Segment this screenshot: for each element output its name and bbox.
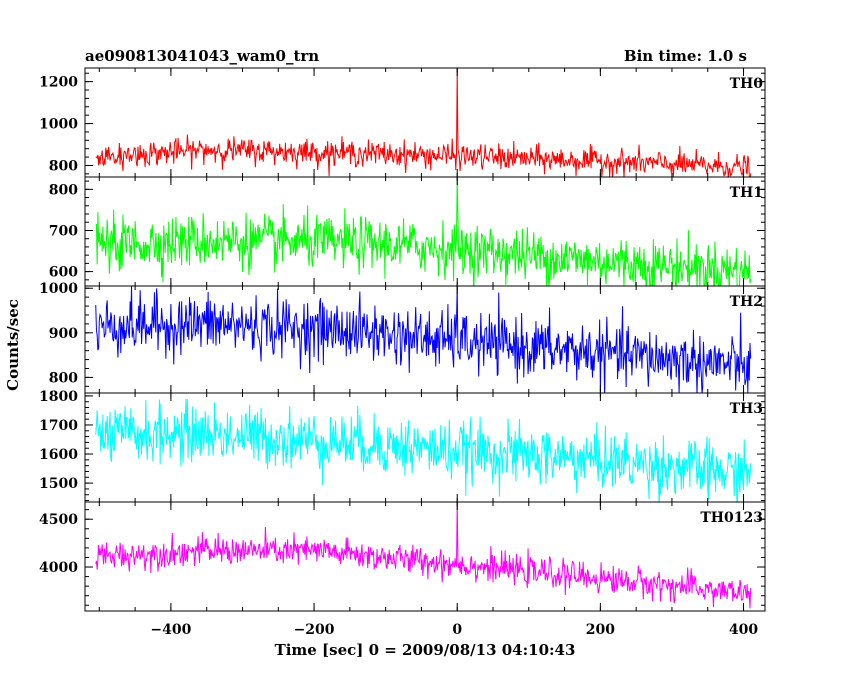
series-line-th0 (95, 68, 752, 177)
panel-frame (84, 501, 766, 612)
x-axis: −400 −200 0 200 400 (150, 622, 758, 638)
x-axis-label: Time [sec] 0 = 2009/08/13 04:10:43 (275, 641, 576, 659)
y-tick-label: 4000 (39, 560, 78, 576)
y-axis-label: Counts/sec (4, 299, 22, 391)
y-tick-label: 1600 (39, 447, 78, 463)
y-tick-label: 800 (49, 182, 78, 198)
y-tick-label: 900 (49, 326, 78, 342)
panel-th0: 800 1000 1200 TH0 (39, 67, 766, 178)
y-tick-label: 600 (49, 265, 78, 281)
y-tick-label: 700 (49, 223, 78, 239)
x-tick-label: −200 (294, 622, 335, 638)
series-line-th1 (95, 177, 752, 286)
panel-label-th2: TH2 (730, 294, 763, 310)
y-tick-label: 1200 (39, 75, 78, 91)
panel-label-th0: TH0 (730, 76, 764, 92)
chart-title-left: ae090813041043_wam0_trn (85, 47, 319, 65)
panels: 800 1000 1200 TH0 600 700 800 TH1 800 900 1000 TH2 1… (39, 67, 766, 612)
x-tick-label: −400 (150, 622, 191, 638)
y-tick-label: 800 (49, 370, 78, 386)
panel-th0123: 4000 4500 TH0123 (39, 501, 766, 612)
y-tick-label: 1500 (39, 476, 78, 492)
panel-th2: 800 900 1000 TH2 (39, 281, 766, 394)
series-line-th2 (95, 286, 752, 393)
y-tick-label: 1000 (39, 117, 78, 133)
panel-label-th1: TH1 (730, 185, 763, 201)
y-tick-label: 4500 (39, 512, 78, 528)
panel-label-th0123: TH0123 (700, 510, 763, 526)
series-line-th0123 (95, 502, 752, 609)
y-tick-label: 1700 (39, 418, 78, 434)
panel-th3: 1500 1600 1700 1800 TH3 (39, 389, 766, 503)
y-tick-label: 800 (49, 158, 78, 174)
y-tick-label: 1000 (39, 281, 78, 297)
x-tick-label: 400 (729, 622, 758, 638)
x-tick-label: 200 (586, 622, 615, 638)
series-line-th3 (95, 399, 752, 502)
x-tick-label: 0 (452, 622, 462, 638)
y-tick-label: 1800 (39, 389, 78, 405)
chart-title-right: Bin time: 1.0 s (624, 47, 747, 65)
panel-label-th3: TH3 (730, 401, 763, 417)
